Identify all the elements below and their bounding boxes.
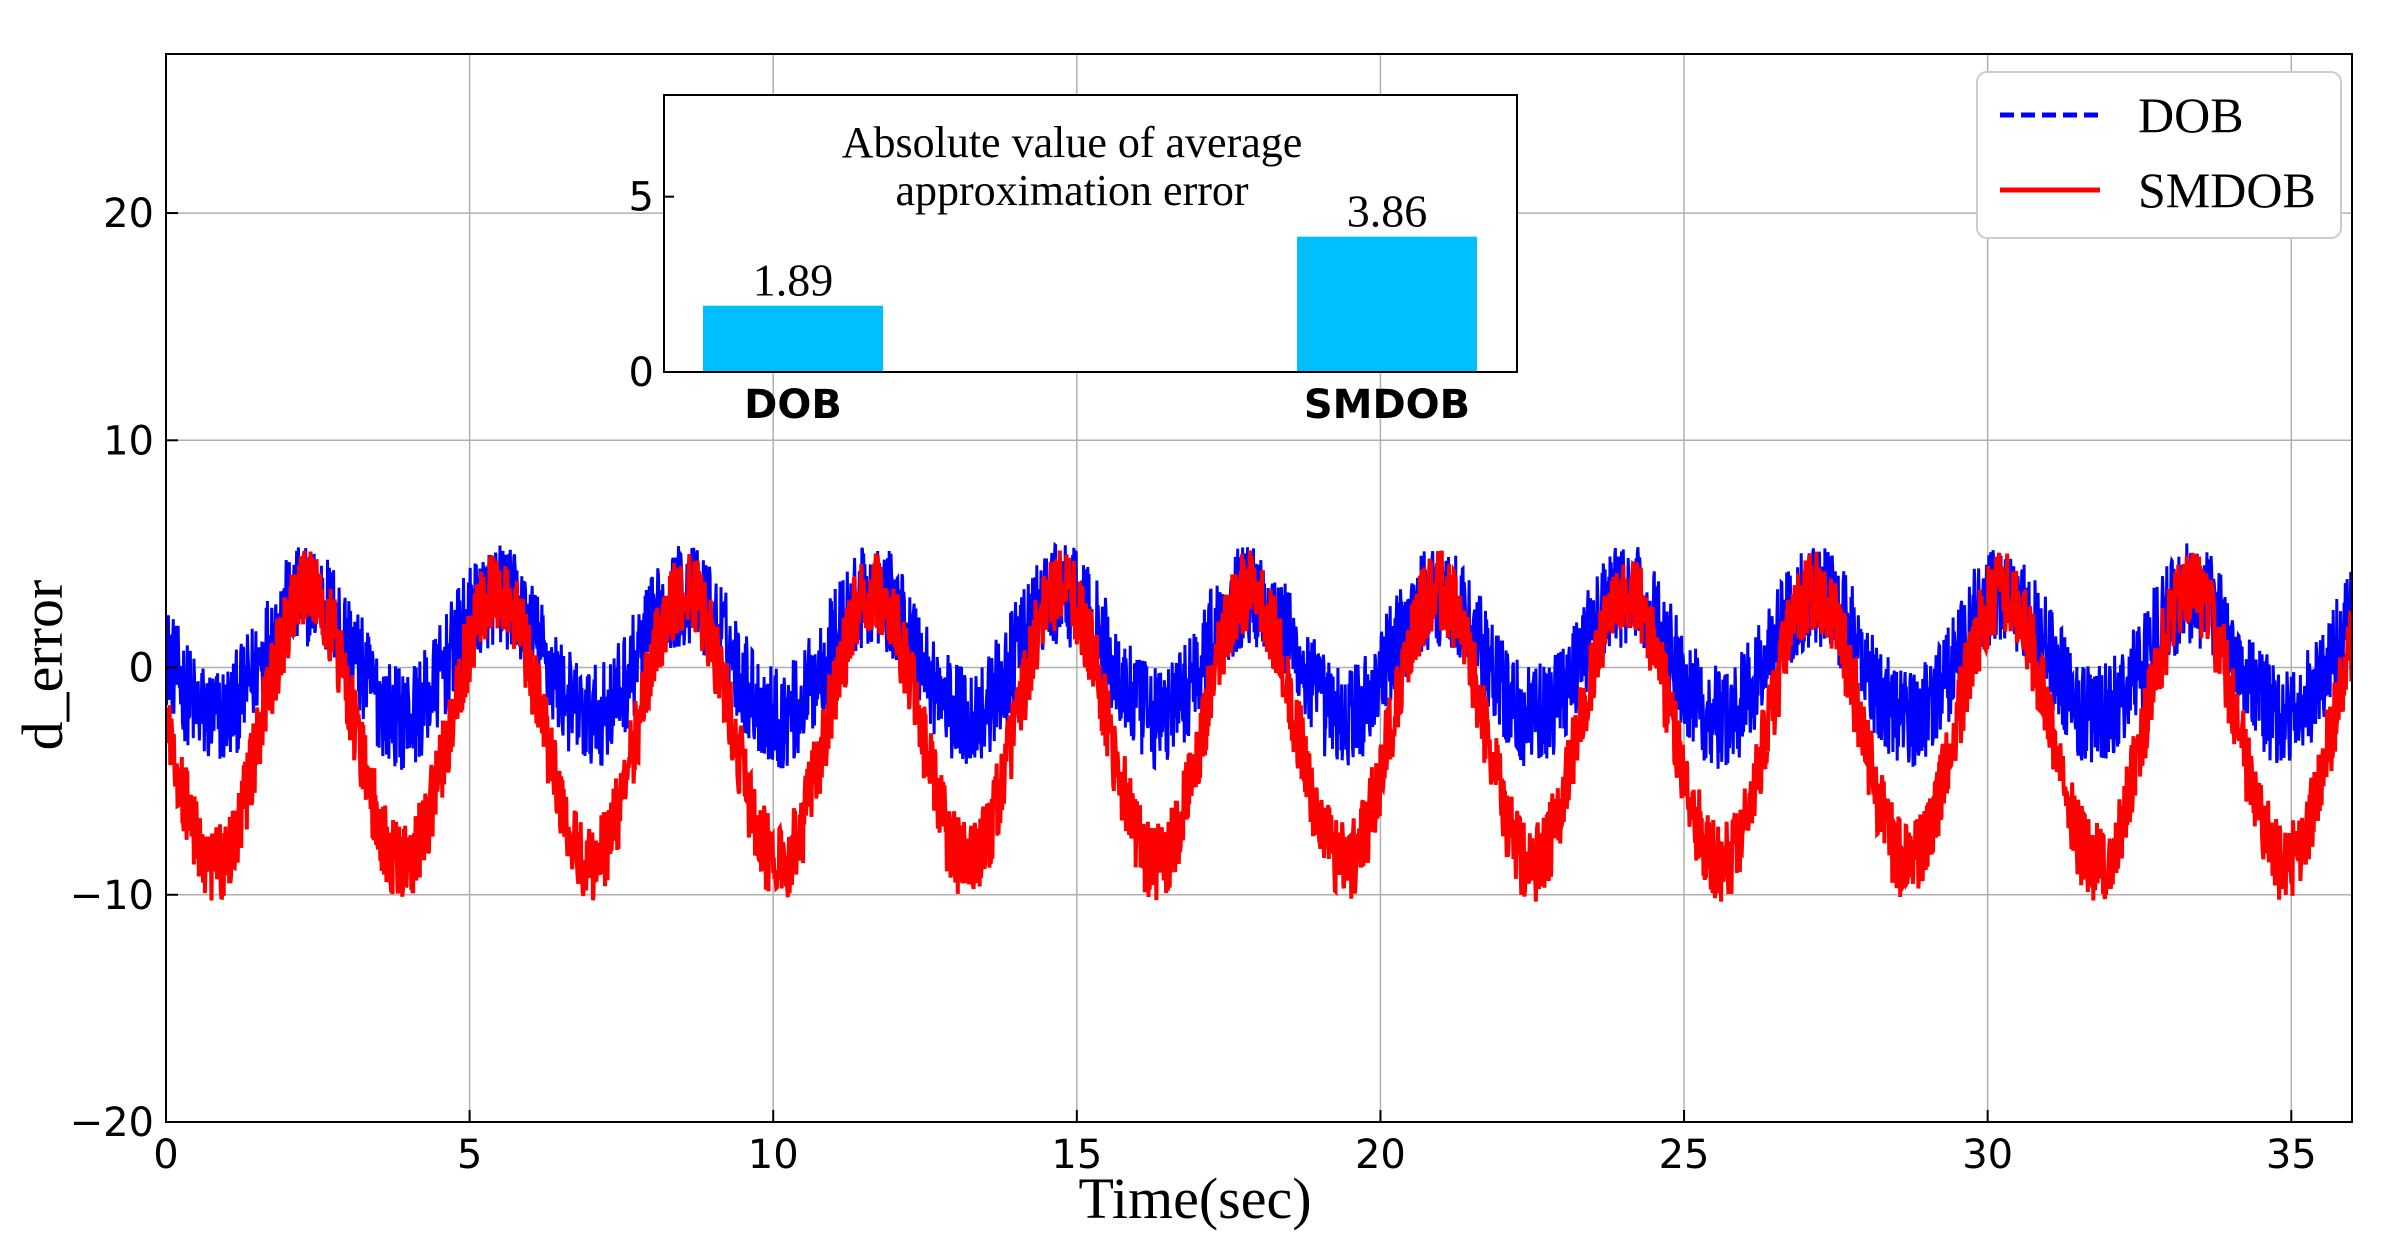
y-tick-labels: −20 −10 0 10 20 bbox=[70, 191, 154, 1146]
inset-title-line-2: approximation error bbox=[895, 166, 1248, 215]
x-tick-label: 30 bbox=[1962, 1132, 2013, 1178]
legend-label-dob: DOB bbox=[2138, 87, 2244, 143]
inset-y-tick-label: 5 bbox=[629, 175, 654, 221]
bar-value-label: 1.89 bbox=[753, 255, 834, 306]
bar-category-label: SMDOB bbox=[1304, 382, 1470, 428]
legend: DOB SMDOB bbox=[1976, 71, 2342, 239]
x-tick-label: 5 bbox=[457, 1132, 482, 1178]
y-tick-label: −20 bbox=[70, 1100, 154, 1146]
y-axis-title: d_error bbox=[10, 580, 75, 751]
inset-ticks: 05 bbox=[629, 175, 674, 396]
y-tick-label: 20 bbox=[103, 191, 154, 237]
inset-title-line-1: Absolute value of average bbox=[842, 118, 1303, 167]
x-tick-label: 15 bbox=[1051, 1132, 1102, 1178]
inset-axes-frame bbox=[663, 94, 1518, 373]
bar-dob bbox=[703, 305, 883, 372]
x-tick-label: 0 bbox=[153, 1132, 178, 1178]
legend-label-smdob: SMDOB bbox=[2138, 162, 2316, 218]
x-tick-label: 10 bbox=[748, 1132, 799, 1178]
inset-y-tick-label: 0 bbox=[629, 350, 654, 396]
x-tick-label: 35 bbox=[2266, 1132, 2317, 1178]
bar-value-label: 3.86 bbox=[1347, 186, 1428, 237]
x-tick-label: 25 bbox=[1659, 1132, 1710, 1178]
bar-category-label: DOB bbox=[744, 382, 842, 428]
y-tick-label: 0 bbox=[129, 646, 154, 692]
x-axis-title: Time(sec) bbox=[1078, 1166, 1311, 1231]
inset-bars: 1.89 DOB 3.86 SMDOB bbox=[703, 186, 1477, 428]
main-plot-area bbox=[166, 541, 2352, 902]
bar-smdob bbox=[1297, 236, 1477, 372]
main-axes-frame bbox=[165, 53, 2353, 1123]
x-tick-label: 20 bbox=[1355, 1132, 1406, 1178]
y-tick-label: −10 bbox=[70, 873, 154, 919]
x-tick-labels: 0 5 10 15 20 25 30 35 bbox=[153, 1132, 2316, 1178]
y-tick-label: 10 bbox=[103, 418, 154, 464]
series-line-smdob bbox=[166, 550, 2352, 902]
main-ticks bbox=[165, 212, 2293, 1123]
